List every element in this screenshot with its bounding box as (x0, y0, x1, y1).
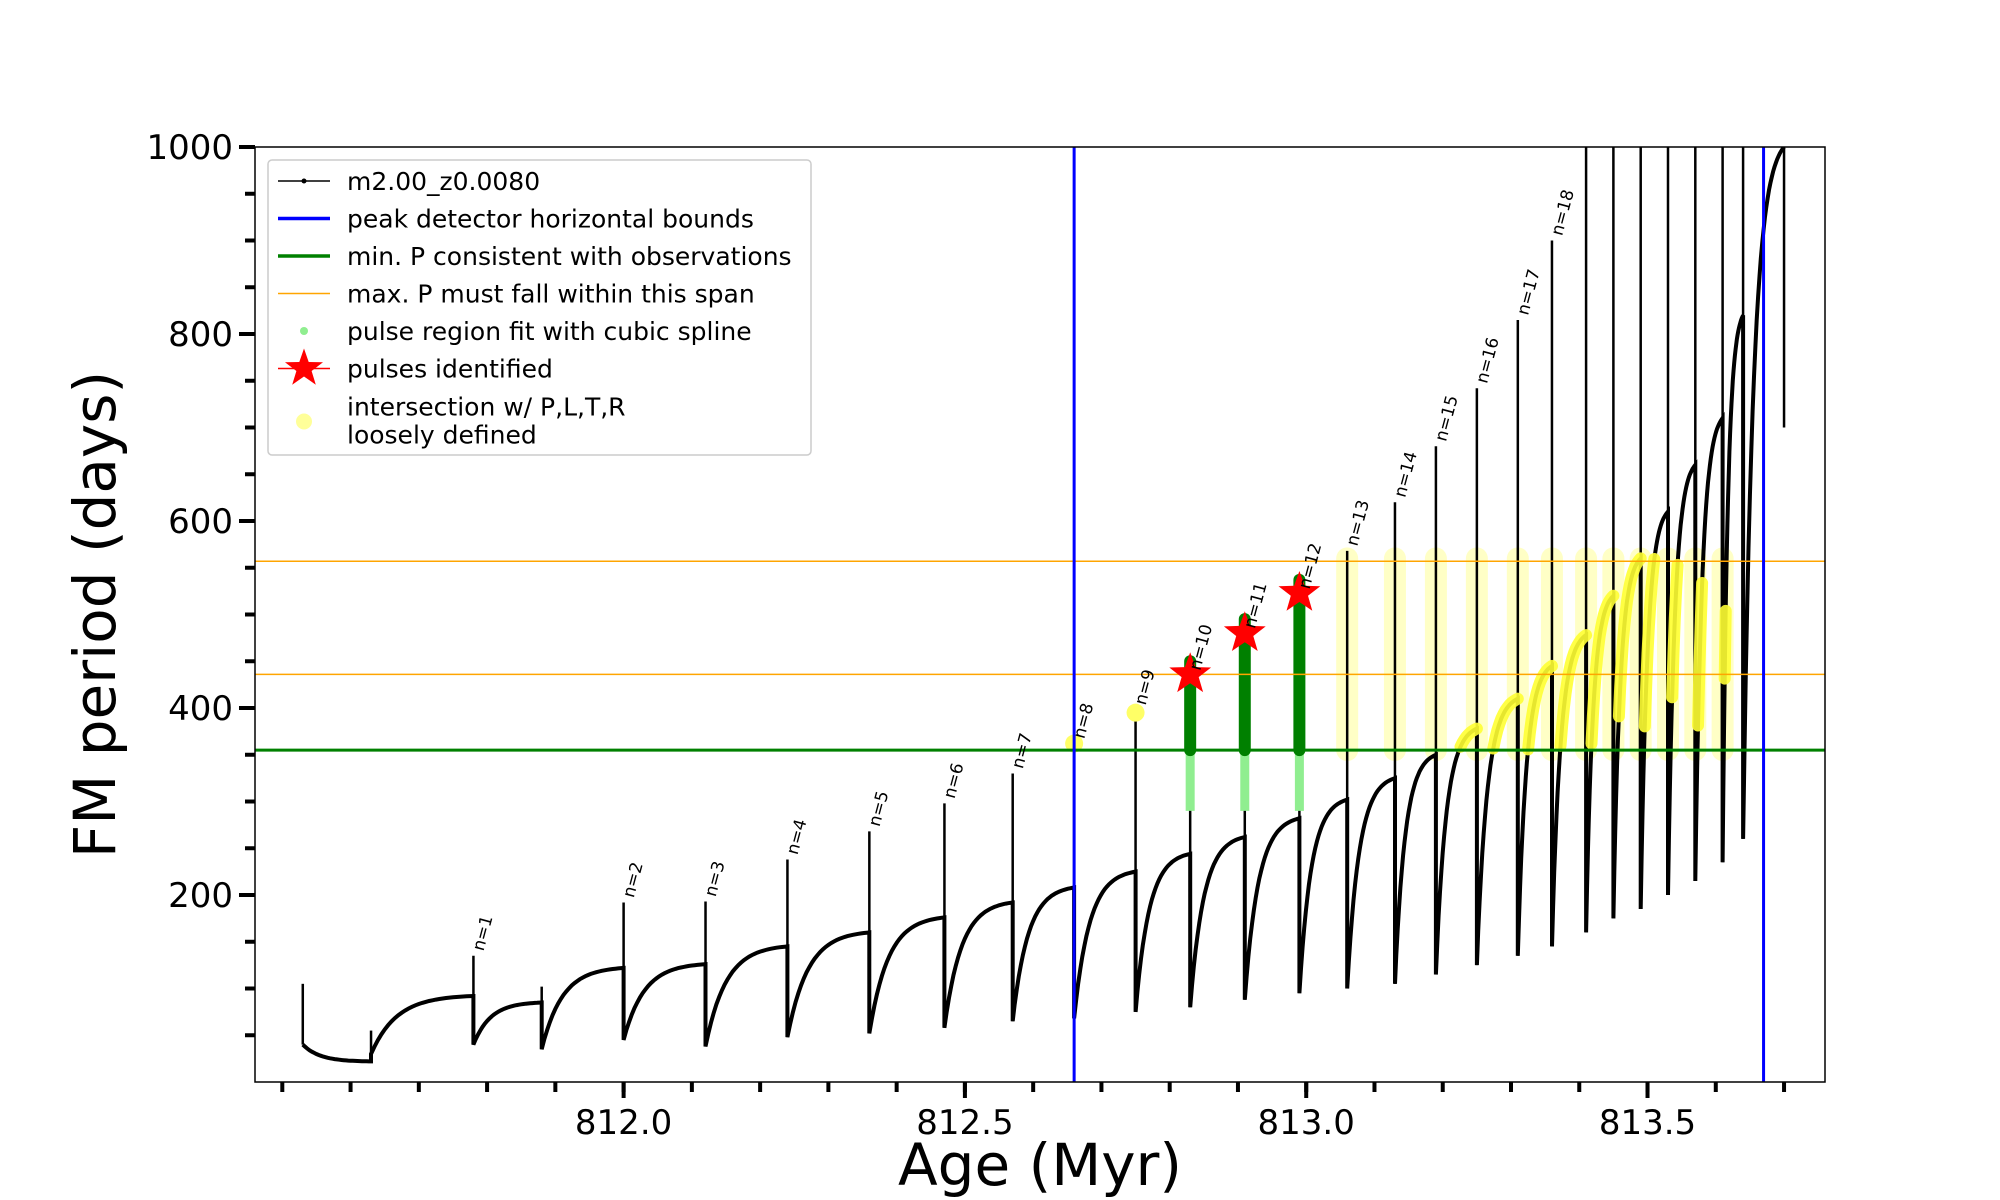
legend-swatch-dot (301, 178, 307, 184)
pulse-label: n=3 (701, 859, 730, 899)
pulse-label: n=5 (865, 789, 894, 829)
legend-box (267, 159, 812, 456)
legend-label: pulse region fit with cubic spline (347, 317, 752, 346)
pulse-label: n=15 (1431, 393, 1462, 443)
legend-item: peak detector horizontal bounds (278, 205, 754, 234)
pulse-label: n=18 (1547, 188, 1578, 238)
pulse-identified-star (1169, 652, 1212, 693)
pulse-label: n=10 (1186, 622, 1217, 672)
legend-label: intersection w/ P,L,T,R (347, 393, 626, 422)
pulse-label: n=9 (1131, 667, 1160, 707)
pulse-label: n=7 (1008, 731, 1037, 771)
y-tick-label: 1000 (146, 128, 233, 168)
pulse-label: n=2 (619, 860, 648, 900)
pulse-label: n=11 (1240, 580, 1271, 630)
x-tick-label: 812.5 (916, 1103, 1013, 1143)
pulse-label: n=14 (1390, 449, 1421, 499)
y-tick-label: 400 (168, 689, 233, 729)
x-tick-label: 813.0 (1258, 1103, 1355, 1143)
legend-label: max. P must fall within this span (347, 280, 755, 309)
pulse-label: n=4 (783, 817, 812, 857)
legend-item: max. P must fall within this span (278, 280, 755, 309)
legend-item: pulse region fit with cubic spline (300, 317, 752, 346)
intersection-point (1126, 703, 1145, 722)
legend-item: min. P consistent with observations (278, 242, 792, 271)
y-tick-label: 600 (168, 502, 233, 542)
legend-item: pulses identified (278, 348, 553, 385)
y-tick-label: 800 (168, 315, 233, 355)
pulse-label: n=12 (1295, 541, 1326, 591)
y-tick-label: 200 (168, 876, 233, 916)
pulse-label: n=13 (1343, 498, 1374, 548)
x-tick-label: 813.5 (1599, 1103, 1696, 1143)
pulse-label: n=16 (1472, 335, 1503, 385)
legend-label: loosely defined (347, 421, 537, 450)
legend-label: peak detector horizontal bounds (347, 205, 754, 234)
pulse-identified-star (1223, 611, 1266, 651)
pulse-label: n=6 (940, 761, 969, 801)
legend-label: min. P consistent with observations (347, 242, 792, 271)
legend-swatch (300, 327, 308, 335)
pulse-label: n=17 (1513, 267, 1544, 317)
legend-label: m2.00_z0.0080 (347, 167, 540, 196)
x-tick-label: 812.0 (575, 1103, 672, 1143)
x-axis-title: Age (Myr) (898, 1131, 1182, 1199)
pulse-identified-star (1278, 571, 1321, 611)
plot-area (255, 147, 1825, 1082)
y-axis-title: FM period (days) (61, 371, 129, 858)
pulse-label: n=1 (469, 913, 498, 953)
legend-item: m2.00_z0.0080 (278, 167, 540, 196)
legend-label: pulses identified (347, 355, 553, 384)
intersection-curve (1454, 552, 1732, 756)
legend-swatch (296, 413, 312, 430)
legend-swatch (285, 348, 323, 385)
